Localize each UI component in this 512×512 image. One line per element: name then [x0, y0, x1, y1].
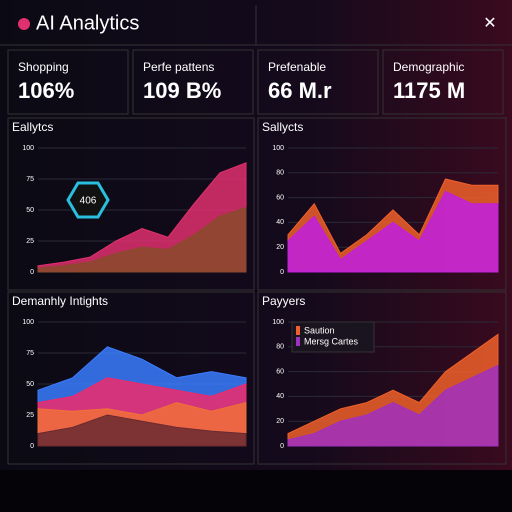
panel: [7, 291, 255, 465]
y-tick-label: 60: [276, 368, 284, 375]
panel: [7, 117, 255, 291]
area: [37, 206, 247, 273]
y-tick-label: 25: [26, 412, 34, 419]
y-tick-label: 80: [276, 344, 284, 351]
area: [287, 190, 499, 273]
chart-panel: Eallytcs 0 25 50 75 100 406: [7, 117, 255, 291]
close-button[interactable]: ✕: [483, 15, 496, 32]
panel: [257, 117, 507, 291]
legend-swatch: [296, 337, 300, 346]
chart-title: Demanhly Intights: [12, 294, 108, 308]
logo: [18, 18, 30, 30]
kpi-label: Prefenable: [268, 60, 326, 74]
legend-label: Saution: [304, 325, 335, 335]
charts: Eallytcs 0 25 50 75 100 406 Sallycts 0 20 40 60 80 10…: [7, 117, 507, 465]
y-tick-label: 100: [272, 145, 284, 152]
y-tick-label: 0: [280, 443, 284, 450]
y-tick-label: 75: [26, 176, 34, 183]
kpi-card: [382, 49, 504, 115]
kpi-value: 1175 M: [393, 78, 465, 103]
kpi-label: Perfe pattens: [143, 60, 214, 74]
kpi-row: Shopping 106% Perfe pattens 109 B% Prefenabl…: [7, 49, 504, 115]
kpi-value: 109 B%: [143, 78, 221, 103]
kpi-value: 106%: [18, 78, 74, 103]
panel: [257, 291, 507, 465]
y-tick-label: 100: [22, 319, 34, 326]
chart-title: Eallytcs: [12, 120, 53, 134]
chart-title: Payyers: [262, 294, 305, 308]
badge-value: 406: [80, 196, 97, 207]
y-tick-label: 0: [280, 269, 284, 276]
y-tick-label: 20: [276, 244, 284, 251]
kpi-value: 66 M.r: [268, 78, 332, 103]
legend: [291, 321, 375, 353]
kpi-label: Shopping: [18, 60, 69, 74]
y-tick-label: 25: [26, 238, 34, 245]
badge: [66, 181, 110, 219]
y-tick-label: 0: [30, 443, 34, 450]
y-tick-label: 50: [26, 381, 34, 388]
y-tick-label: 75: [26, 350, 34, 357]
kpi-card: [257, 49, 379, 115]
y-tick-label: 20: [276, 418, 284, 425]
y-tick-label: 0: [30, 269, 34, 276]
legend-swatch: [296, 326, 300, 335]
area: [37, 414, 247, 447]
y-tick-label: 60: [276, 194, 284, 201]
chart-title: Sallycts: [262, 120, 303, 134]
legend-label: Mersg Cartes: [304, 336, 359, 346]
y-tick-label: 100: [272, 319, 284, 326]
y-tick-label: 100: [22, 145, 34, 152]
chart-panel: Demanhly Intights 0 25 50 75 100: [7, 291, 255, 465]
y-tick-label: 40: [276, 219, 284, 226]
y-tick-label: 40: [276, 393, 284, 400]
kpi-card: [132, 49, 254, 115]
app-title: AI Analytics: [36, 12, 139, 34]
chart-panel: Sallycts 0 20 40 60 80 100: [257, 117, 507, 291]
kpi-card: [7, 49, 129, 115]
y-tick-label: 80: [276, 170, 284, 177]
y-tick-label: 50: [26, 207, 34, 214]
kpi-label: Demographic: [393, 60, 464, 74]
footer-band: [0, 470, 512, 512]
area: [287, 364, 499, 447]
